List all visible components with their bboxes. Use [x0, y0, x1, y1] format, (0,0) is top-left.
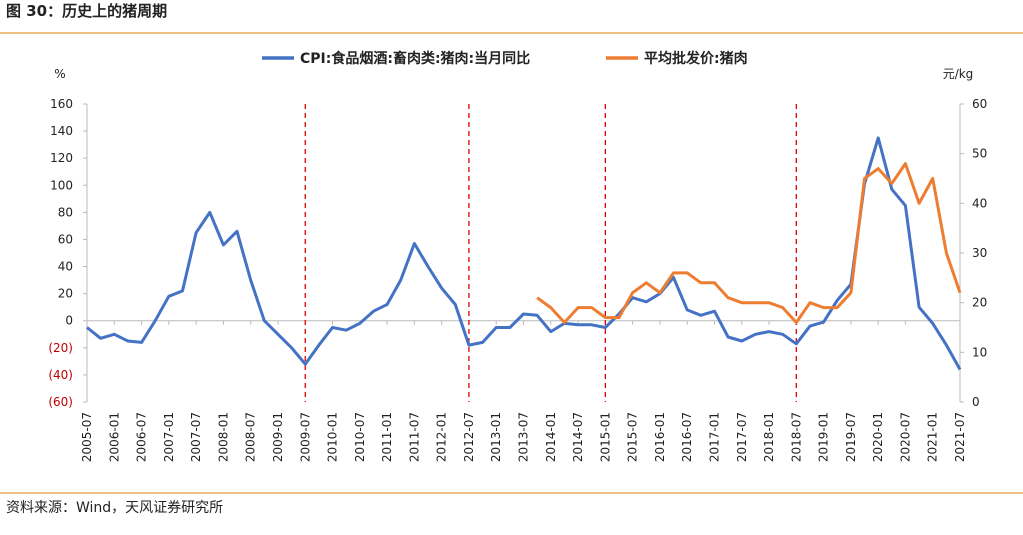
x-tick-label: 2006-01 [107, 412, 121, 462]
y2-tick-label: 30 [972, 246, 987, 260]
y-tick-label: 100 [50, 178, 73, 192]
y2-tick-label: 10 [972, 345, 987, 359]
x-tick-label: 2019-01 [817, 412, 831, 462]
y2-tick-label: 40 [972, 196, 987, 210]
x-tick-label: 2021-01 [926, 412, 940, 462]
x-tick-label: 2020-01 [871, 412, 885, 462]
x-tick-label: 2017-01 [707, 412, 721, 462]
x-tick-label: 2012-07 [462, 412, 476, 462]
x-tick-label: 2013-07 [517, 412, 531, 462]
source-note: 资料来源：Wind，天风证券研究所 [6, 500, 223, 516]
y-tick-label: 120 [50, 151, 73, 165]
x-tick-label: 2019-07 [844, 412, 858, 462]
y-tick-label: 160 [50, 97, 73, 111]
x-tick-label: 2013-01 [489, 412, 503, 462]
x-tick-label: 2009-07 [298, 412, 312, 462]
y2-axis-label: 元/kg [943, 67, 974, 81]
x-tick-label: 2011-01 [380, 412, 394, 462]
x-tick-label: 2016-01 [653, 412, 667, 462]
x-tick-label: 2007-01 [162, 412, 176, 462]
legend-label: 平均批发价:猪肉 [644, 50, 748, 67]
y-tick-label: (40) [48, 368, 73, 382]
series-line [536, 162, 962, 324]
y2-tick-label: 0 [972, 395, 980, 409]
y-tick-label: 140 [50, 124, 73, 138]
x-tick-label: 2008-01 [216, 412, 230, 462]
y2-tick-label: 50 [972, 147, 987, 161]
y-tick-label: (60) [48, 395, 73, 409]
x-tick-label: 2021-07 [953, 412, 967, 462]
y-axis-label: % [54, 67, 65, 81]
x-tick-label: 2007-07 [189, 412, 203, 462]
x-tick-label: 2018-01 [762, 412, 776, 462]
chart-title: 图 30：历史上的猪周期 [6, 2, 167, 20]
y-tick-label: 40 [58, 260, 73, 274]
x-tick-label: 2012-01 [435, 412, 449, 462]
x-tick-label: 2009-01 [271, 412, 285, 462]
x-tick-label: 2006-07 [135, 412, 149, 462]
y-tick-label: 0 [65, 314, 73, 328]
x-tick-label: 2010-07 [353, 412, 367, 462]
x-tick-label: 2011-07 [407, 412, 421, 462]
y-tick-label: (20) [48, 341, 73, 355]
y2-tick-label: 20 [972, 296, 987, 310]
x-tick-label: 2016-07 [680, 412, 694, 462]
x-tick-label: 2008-07 [244, 412, 258, 462]
x-tick-label: 2015-01 [598, 412, 612, 462]
series-line [86, 136, 962, 371]
y-tick-label: 20 [58, 287, 73, 301]
legend-label: CPI:食品烟酒:畜肉类:猪肉:当月同比 [300, 50, 530, 67]
x-tick-label: 2015-07 [626, 412, 640, 462]
x-tick-label: 2010-01 [326, 412, 340, 462]
x-tick-label: 2018-07 [789, 412, 803, 462]
x-tick-label: 2020-07 [898, 412, 912, 462]
x-tick-label: 2014-07 [571, 412, 585, 462]
y-tick-label: 80 [58, 205, 73, 219]
y2-tick-label: 60 [972, 97, 987, 111]
x-tick-label: 2005-07 [80, 412, 94, 462]
y-tick-label: 60 [58, 232, 73, 246]
x-tick-label: 2014-01 [544, 412, 558, 462]
x-tick-label: 2017-07 [735, 412, 749, 462]
